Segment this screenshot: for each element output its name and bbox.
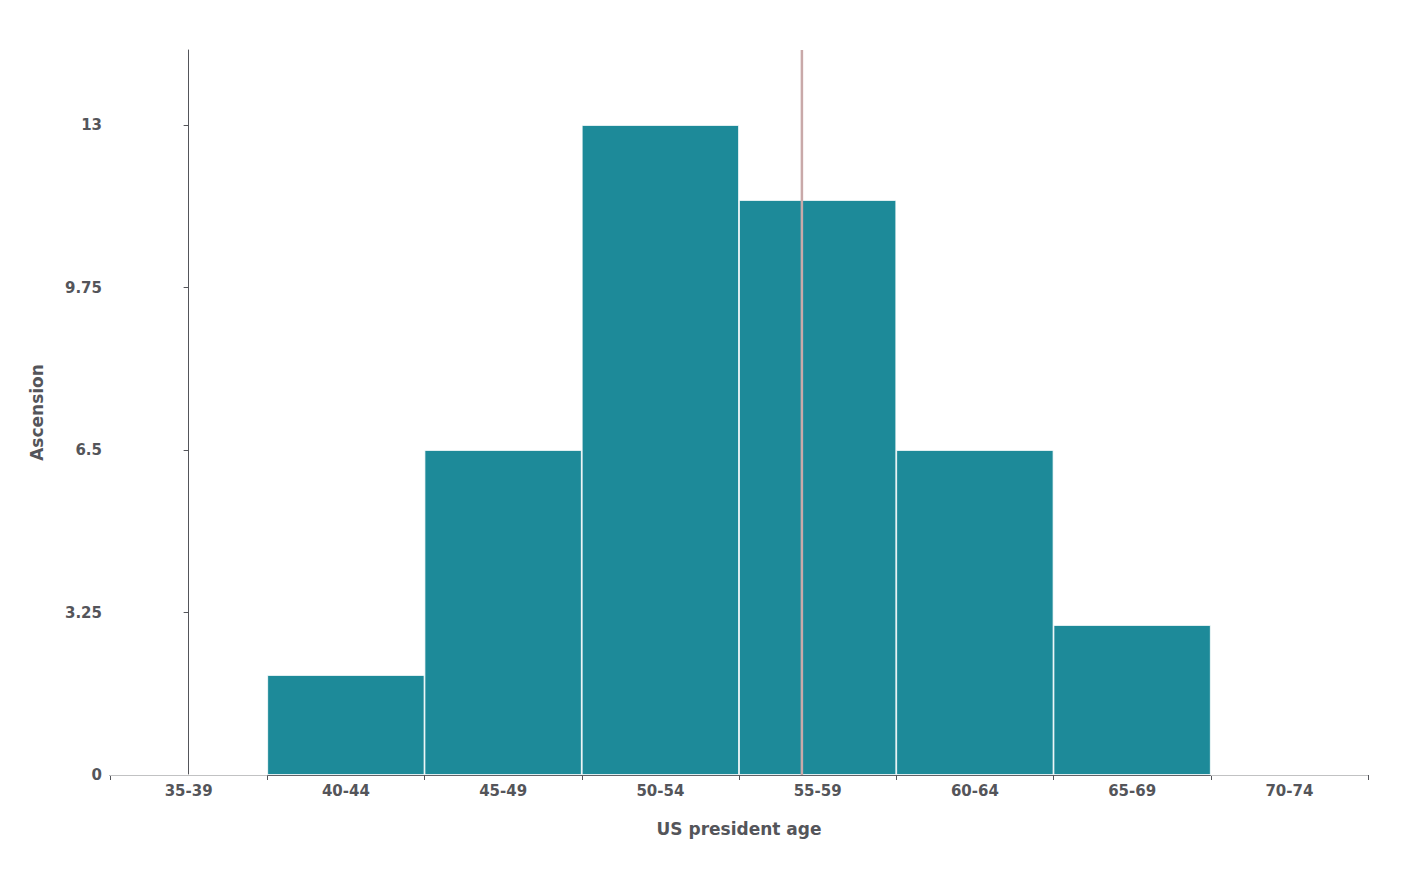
- svg-text:0: 0: [92, 766, 102, 784]
- svg-text:3.25: 3.25: [65, 604, 102, 622]
- svg-text:US president age: US president age: [656, 819, 821, 839]
- svg-text:Ascension: Ascension: [27, 364, 47, 461]
- svg-text:6.5: 6.5: [75, 441, 102, 459]
- svg-text:35-39: 35-39: [165, 782, 213, 800]
- svg-text:70-74: 70-74: [1265, 782, 1313, 800]
- svg-text:13: 13: [81, 116, 102, 134]
- svg-text:9.75: 9.75: [65, 279, 102, 297]
- svg-text:60-64: 60-64: [951, 782, 999, 800]
- svg-text:55-59: 55-59: [794, 782, 842, 800]
- svg-text:45-49: 45-49: [479, 782, 527, 800]
- svg-text:40-44: 40-44: [322, 782, 370, 800]
- svg-text:65-69: 65-69: [1108, 782, 1156, 800]
- svg-text:50-54: 50-54: [636, 782, 684, 800]
